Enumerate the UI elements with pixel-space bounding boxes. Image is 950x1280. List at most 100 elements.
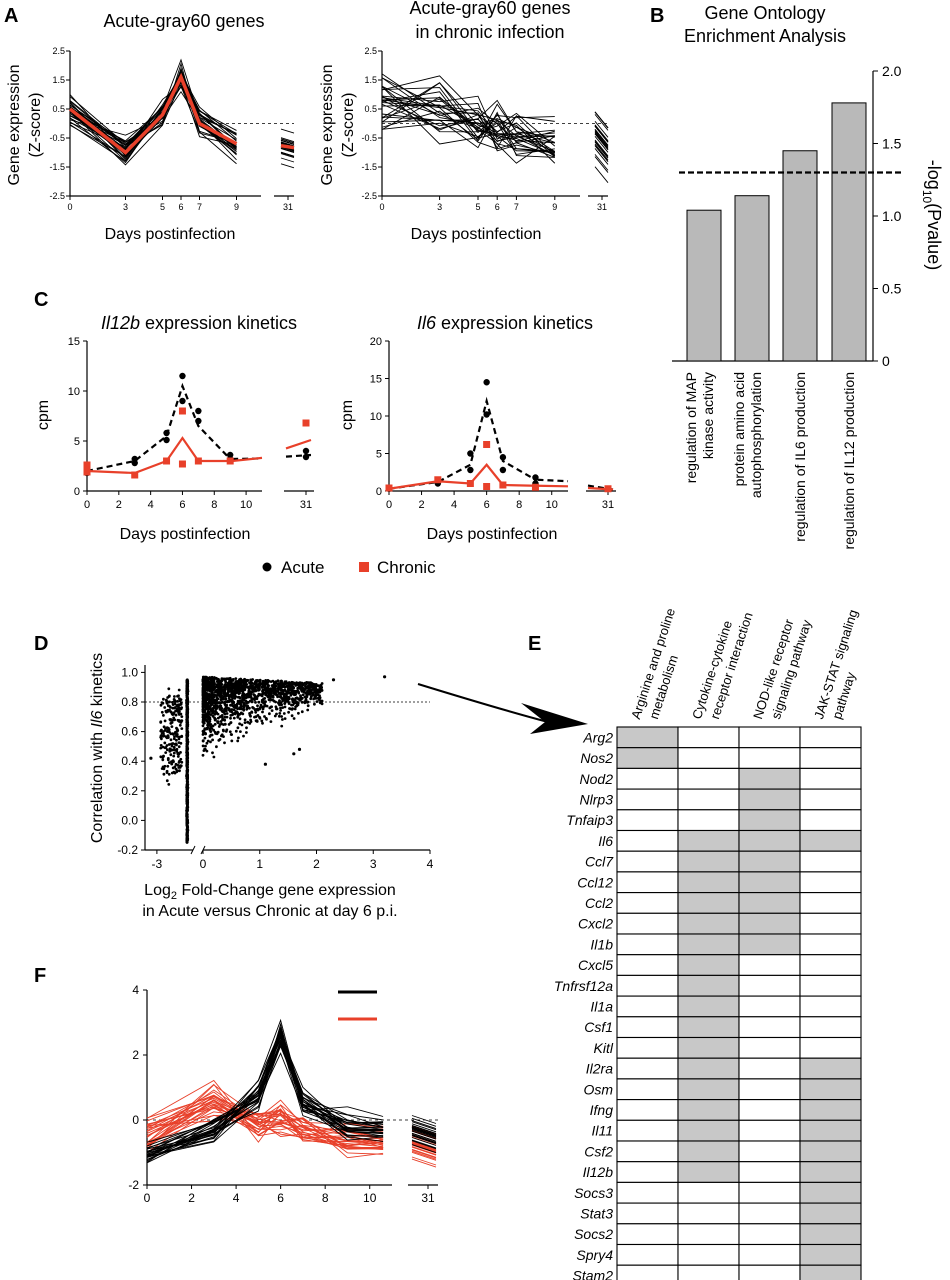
data-point	[254, 695, 258, 699]
data-point	[244, 680, 247, 684]
data-point	[287, 710, 290, 714]
data-point	[212, 681, 216, 685]
acute-day31-segment	[411, 1137, 437, 1146]
x-tick-label: 31	[602, 499, 614, 511]
data-point	[383, 675, 387, 679]
data-point	[179, 707, 183, 710]
gene-series-line	[69, 73, 237, 156]
pathway-cell-empty	[616, 850, 679, 873]
pathway-cell-empty	[616, 1202, 679, 1225]
data-point	[211, 714, 215, 718]
chronic-point	[385, 484, 393, 492]
data-point	[185, 726, 189, 730]
data-point	[167, 726, 170, 730]
pathway-cell-empty	[677, 1264, 740, 1280]
acute-day31-segment	[411, 1140, 437, 1150]
panel-c-legend: Acute Chronic	[262, 558, 436, 577]
data-point	[250, 710, 254, 714]
pathway-cell-empty	[616, 788, 679, 811]
pathway-cell-member	[799, 1264, 862, 1280]
chart-title: Il12b expression kinetics	[101, 313, 297, 333]
data-point	[300, 700, 304, 704]
x-tick-label: 2	[116, 499, 122, 511]
data-point	[210, 681, 214, 685]
data-point	[164, 698, 168, 702]
data-point	[269, 720, 273, 723]
x-tick-label: 4	[427, 857, 434, 871]
data-point	[297, 682, 301, 686]
x-tick-label: 0	[84, 499, 90, 511]
y-tick-label: 0	[74, 486, 80, 498]
data-point	[219, 685, 223, 688]
data-point	[278, 712, 282, 715]
y-tick-label: 0	[132, 1113, 139, 1127]
x-tick-label: 10	[546, 499, 558, 511]
data-point	[169, 705, 172, 709]
pathway-cell-empty	[738, 1016, 801, 1039]
data-point	[217, 725, 221, 728]
bar	[831, 102, 867, 362]
y-axis-label: cpm	[339, 400, 356, 430]
data-point	[203, 700, 207, 703]
data-point	[282, 684, 286, 687]
data-point	[176, 699, 180, 703]
gene-series-line	[381, 104, 555, 142]
data-point	[242, 692, 246, 696]
data-point	[201, 739, 205, 743]
chart-title-line1: Gene Ontology	[704, 3, 825, 23]
gene-label: Ccl12	[577, 874, 613, 890]
data-point	[186, 742, 189, 746]
pathway-cell-member	[677, 974, 740, 997]
acute-gene-line-tail	[347, 1136, 384, 1142]
pathway-cell-empty	[738, 1140, 801, 1163]
data-point	[163, 764, 167, 768]
y-axis-label: -log10(Pvalue)	[920, 160, 944, 270]
data-point	[286, 687, 290, 691]
series-line-tail-acute	[537, 478, 569, 483]
pathway-cell-empty	[616, 933, 679, 956]
data-point	[206, 722, 210, 726]
data-point	[239, 730, 242, 733]
x-tick-label: 31	[597, 202, 607, 212]
acute-day31-segment	[411, 1115, 437, 1124]
panel-f-expression-chart: -2 0 2 4 0 2 4 6 8 10 31	[128, 983, 440, 1205]
data-point	[161, 758, 165, 762]
data-point	[215, 676, 218, 680]
pathway-cell-member	[677, 912, 740, 935]
data-point	[228, 730, 232, 734]
x-tick-label: 0	[67, 202, 72, 212]
data-point	[203, 747, 207, 751]
data-point	[230, 739, 234, 743]
acute-point	[195, 417, 202, 425]
pathway-cell-empty	[799, 912, 862, 935]
gene-series-line	[381, 99, 555, 158]
data-point	[201, 730, 205, 734]
data-point	[245, 693, 249, 696]
bar	[686, 209, 722, 362]
data-point	[269, 692, 273, 695]
data-point	[209, 740, 212, 744]
data-point	[301, 693, 305, 697]
data-point	[211, 688, 215, 691]
acute-point	[131, 459, 138, 467]
data-point	[283, 705, 287, 709]
data-point	[229, 681, 233, 685]
data-point	[251, 681, 254, 685]
data-point	[320, 699, 324, 703]
data-point	[223, 691, 227, 695]
data-point	[185, 754, 189, 757]
chronic-day31-segment	[411, 1151, 437, 1161]
chronic-point	[226, 457, 234, 465]
data-point	[172, 754, 176, 758]
x-tick-label: 10	[363, 1191, 377, 1205]
x-tick-label: 31	[283, 202, 293, 212]
data-point	[267, 694, 270, 697]
data-point	[185, 723, 189, 726]
data-point	[209, 729, 213, 733]
data-point	[317, 698, 321, 701]
data-point	[315, 690, 319, 694]
data-point	[175, 726, 178, 730]
data-point	[178, 699, 182, 703]
acute-day31-segment	[411, 1125, 437, 1135]
data-point	[214, 707, 218, 711]
